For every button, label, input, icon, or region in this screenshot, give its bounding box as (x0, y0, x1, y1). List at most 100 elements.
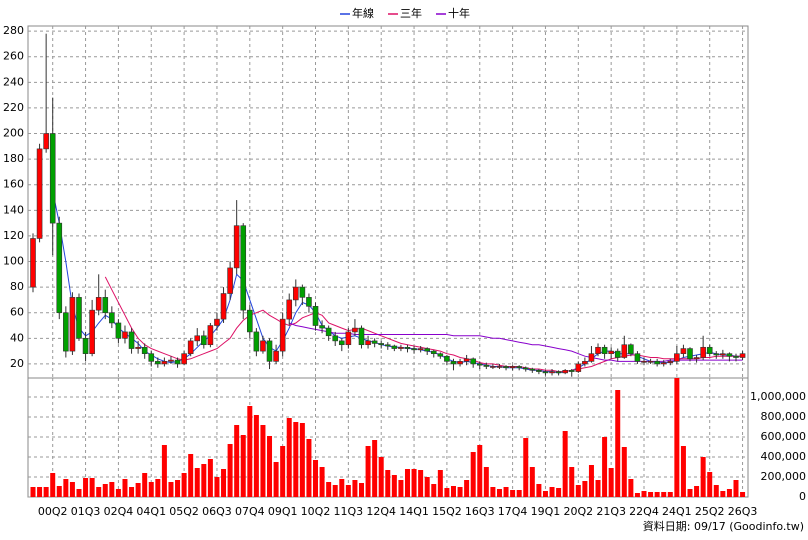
volume-bar (713, 485, 719, 497)
x-tick-label: 16Q3 (465, 505, 495, 518)
volume-bar (339, 479, 345, 497)
volume-bar (549, 487, 555, 497)
candle-body (128, 331, 135, 349)
volume-bar (418, 470, 424, 497)
x-tick-label: 02Q4 (104, 505, 134, 518)
candle-body (220, 293, 227, 320)
y2-tick-label: 800,000 (761, 410, 807, 423)
volume-bar (510, 490, 516, 497)
volume-bar (575, 485, 581, 497)
volume-bar (115, 489, 121, 497)
y-tick-label: 260 (3, 50, 24, 63)
price-panel (27, 25, 749, 379)
candle-body (384, 344, 391, 347)
legend-label: 十年 (448, 6, 470, 20)
volume-bar (694, 486, 700, 497)
volume-bar (207, 459, 213, 497)
candle-body (700, 346, 706, 358)
candle-body (122, 331, 128, 339)
candle-body (102, 297, 109, 314)
volume-bar (267, 436, 273, 497)
volume-bar (674, 378, 680, 497)
y-tick-label: 280 (3, 24, 24, 37)
volume-bar (608, 468, 614, 497)
candle-body (260, 340, 266, 352)
candle-body (82, 338, 89, 354)
volume-bar (299, 423, 305, 497)
volume-bar (63, 479, 69, 497)
x-tick-label: 19Q1 (531, 505, 561, 518)
candle-body (201, 335, 207, 346)
volume-bar (247, 406, 253, 497)
candle-body (148, 353, 155, 362)
candle-body (168, 359, 174, 362)
volume-bar (102, 484, 108, 497)
candle-body (588, 353, 595, 362)
candle-body (430, 350, 437, 354)
volume-bar (523, 438, 529, 497)
volume-bar (496, 489, 502, 497)
y-tick-label: 220 (3, 101, 24, 114)
candle-body (207, 325, 214, 346)
volume-bar (142, 473, 148, 497)
legend-label: 年線 (352, 6, 374, 20)
x-tick-label: 14Q1 (399, 505, 429, 518)
volume-bar (306, 439, 312, 497)
volume-bar (50, 473, 56, 497)
volume-bar (391, 475, 397, 497)
volume-bar (332, 485, 338, 497)
y-tick-label: 40 (10, 331, 24, 344)
volume-bar (240, 435, 246, 497)
candle-body (319, 325, 325, 329)
volume-bar (707, 472, 713, 497)
legend: 年線 三年 十年 (340, 6, 470, 20)
candle-body (233, 225, 240, 269)
volume-bar (634, 493, 640, 497)
volume-bar (411, 469, 417, 497)
x-tick-label: 09Q1 (268, 505, 298, 518)
volume-bar (437, 470, 443, 497)
candle-body (713, 353, 720, 356)
candle-body (490, 366, 496, 368)
candle-body (279, 318, 286, 352)
candle-body (240, 225, 247, 311)
candle-body (516, 366, 522, 369)
candle-body (325, 327, 332, 337)
candle-body (56, 222, 63, 314)
volume-bar (293, 422, 299, 497)
candle-body (522, 367, 529, 370)
candle-body (306, 297, 312, 307)
volume-bar (628, 479, 634, 497)
volume-bar (319, 467, 325, 497)
legend-label: 三年 (400, 6, 422, 20)
candle-body (706, 346, 713, 354)
candle-body (214, 318, 220, 326)
volume-bar (562, 431, 568, 497)
volume-bar (667, 492, 673, 497)
candle-body (141, 346, 148, 354)
candle-body (299, 286, 306, 298)
volume-bar (135, 483, 141, 497)
volume-bar (602, 437, 608, 497)
candle-body (30, 238, 36, 288)
volume-bar (365, 446, 371, 497)
candle-body (582, 361, 588, 365)
volume-bar (168, 482, 174, 497)
volume-bar (424, 477, 430, 497)
candle-body (693, 357, 700, 360)
y-tick-label: 100 (3, 255, 24, 268)
candle-body (365, 340, 371, 346)
volume-bar (569, 467, 575, 497)
candle-body (292, 286, 299, 301)
volume-bar (595, 480, 601, 497)
candle-body (89, 309, 95, 354)
candle-body (667, 361, 674, 363)
candle-body (424, 348, 431, 352)
candle-body (568, 370, 575, 372)
candle-body (614, 350, 621, 358)
volume-bar (490, 487, 496, 497)
y-tick-label: 120 (3, 229, 24, 242)
candle-body (312, 306, 319, 326)
candle-body (95, 297, 102, 311)
candle-body (247, 309, 253, 333)
